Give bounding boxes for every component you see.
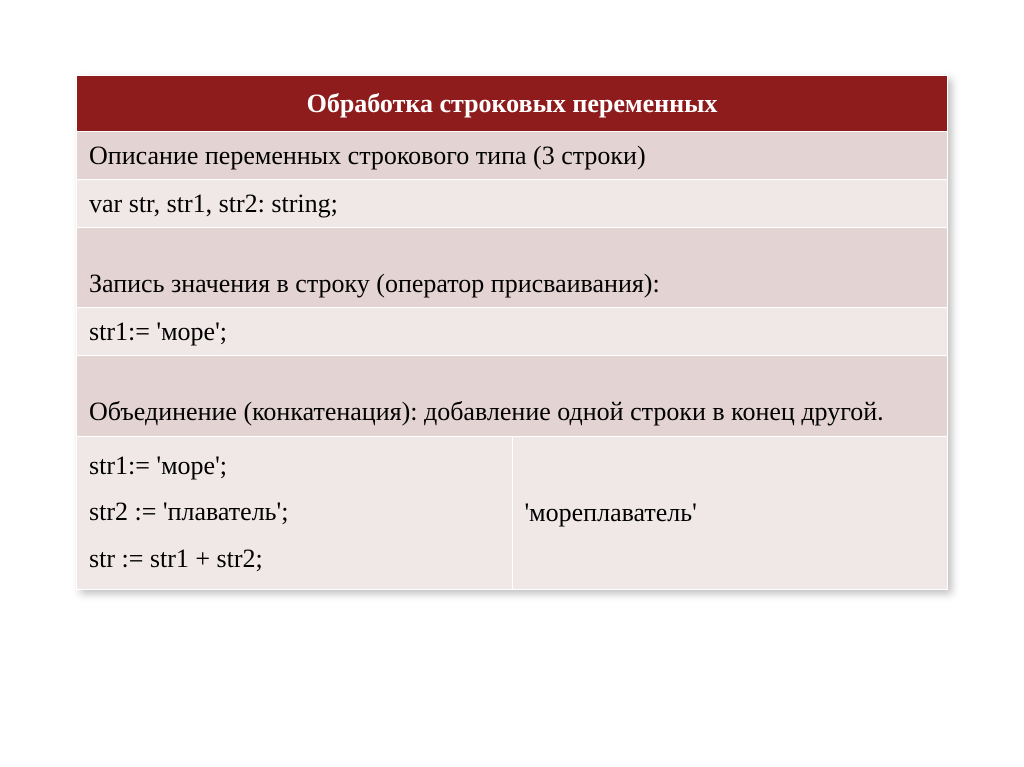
cell-concat-code: str1:= 'море'; str2 := 'плаватель'; str … bbox=[77, 436, 513, 589]
cell-assignment-code: str1:= 'море'; bbox=[77, 308, 948, 356]
code-line: str2 := 'плаватель'; bbox=[89, 489, 500, 536]
code-line: str := str1 + str2; bbox=[89, 536, 500, 583]
table: Обработка строковых переменных Описание … bbox=[76, 75, 948, 590]
table-row: str1:= 'море'; bbox=[77, 308, 948, 356]
table-header: Обработка строковых переменных bbox=[77, 76, 948, 132]
table-row: Описание переменных строкового типа (3 с… bbox=[77, 132, 948, 180]
cell-var-declaration: var str, str1, str2: string; bbox=[77, 180, 948, 228]
cell-concat-heading: Объединение (конкатенация): добавление о… bbox=[77, 356, 948, 436]
code-line: str1:= 'море'; bbox=[89, 443, 500, 490]
string-variables-table: Обработка строковых переменных Описание … bbox=[76, 75, 948, 590]
cell-concat-result: 'мореплаватель' bbox=[512, 436, 948, 589]
table-row: var str, str1, str2: string; bbox=[77, 180, 948, 228]
table-row: Объединение (конкатенация): добавление о… bbox=[77, 356, 948, 436]
cell-assignment-heading: Запись значения в строку (оператор присв… bbox=[77, 228, 948, 308]
table-row: str1:= 'море'; str2 := 'плаватель'; str … bbox=[77, 436, 948, 589]
cell-description-heading: Описание переменных строкового типа (3 с… bbox=[77, 132, 948, 180]
table-row: Запись значения в строку (оператор присв… bbox=[77, 228, 948, 308]
